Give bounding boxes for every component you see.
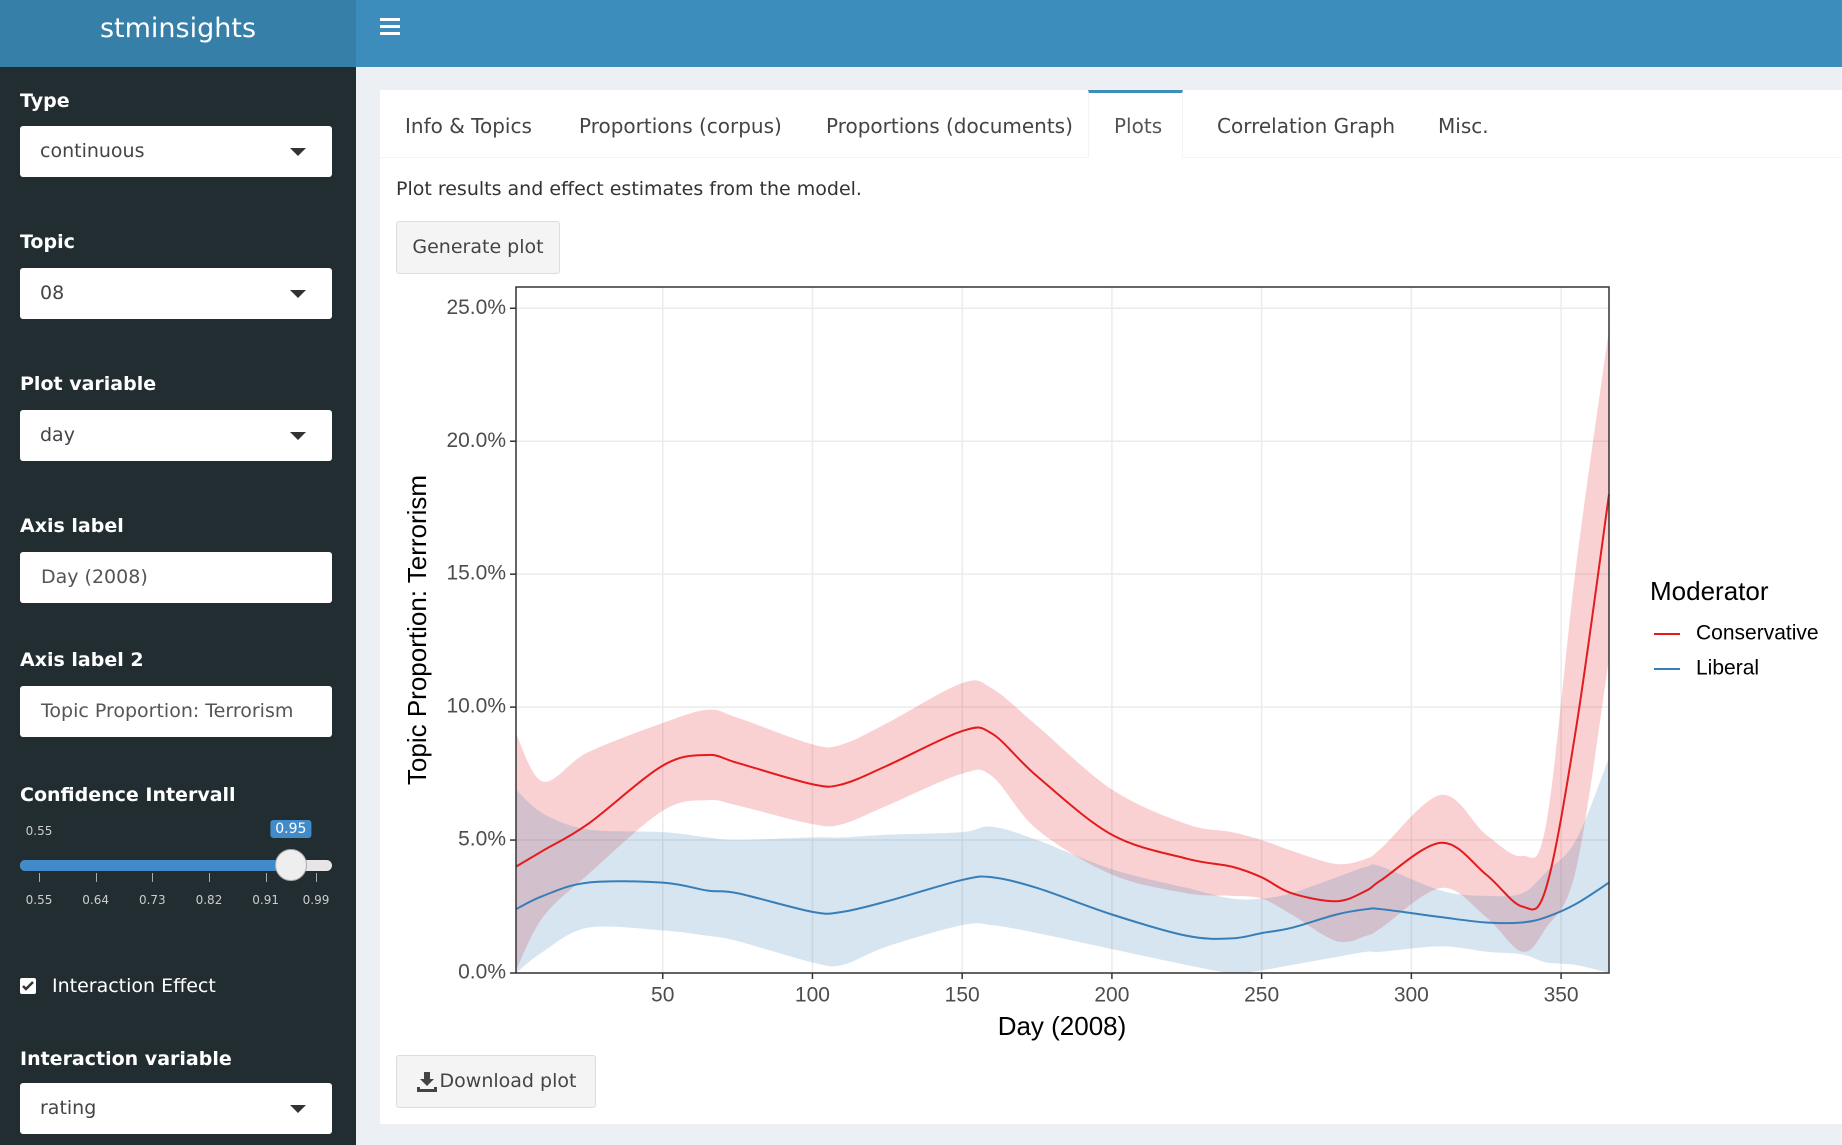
x-tick-label: 150 xyxy=(945,984,980,1007)
text-input[interactable]: Day (2008) xyxy=(20,552,332,603)
x-tick-label: 100 xyxy=(795,984,830,1007)
x-axis-title: Day (2008) xyxy=(998,1011,1127,1041)
select-value: day xyxy=(40,424,75,446)
confidence-band xyxy=(516,329,1609,971)
slider-tick-label: 0.55 xyxy=(25,893,53,907)
slider-tick-label: 0.99 xyxy=(302,893,330,907)
input-value: Topic Proportion: Terrorism xyxy=(41,700,294,722)
slider-tick xyxy=(316,873,317,882)
generate-button[interactable]: Generate plot xyxy=(396,221,560,274)
button-text: Download plot xyxy=(439,1070,577,1092)
sidebar xyxy=(0,67,356,1145)
slider-tick-label: 0.82 xyxy=(195,893,223,907)
x-tick-label: 50 xyxy=(651,984,674,1007)
slider-tick xyxy=(152,873,154,882)
line xyxy=(515,875,1610,940)
field-label: Type xyxy=(20,90,70,112)
slider-bar xyxy=(20,860,291,871)
plot-border xyxy=(515,286,1610,974)
x-tick-label: 200 xyxy=(1094,984,1129,1007)
select[interactable]: 08 xyxy=(20,268,332,319)
menu-toggle[interactable] xyxy=(380,18,400,38)
field-label: Plot variable xyxy=(20,373,157,395)
description: Plot results and effect estimates from t… xyxy=(396,178,862,200)
download-icon xyxy=(417,1072,437,1092)
input-value: Day (2008) xyxy=(41,566,148,588)
legend-label: Liberal xyxy=(1696,657,1759,680)
y-axis-title: Topic Proportion: Terrorism xyxy=(402,475,432,785)
top-bar xyxy=(356,0,1842,67)
check-mark xyxy=(22,981,34,991)
legend-title: Moderator xyxy=(1650,576,1769,606)
tab[interactable]: Misc. xyxy=(1438,114,1489,138)
field-label: Topic xyxy=(20,231,75,253)
active-tab xyxy=(1088,90,1183,158)
checkbox-label[interactable]: Interaction Effect xyxy=(52,975,216,997)
x-tick-label: 350 xyxy=(1544,984,1579,1007)
select[interactable]: day xyxy=(20,410,332,461)
field-label: Axis label xyxy=(20,515,124,537)
tab[interactable]: Correlation Graph xyxy=(1217,114,1395,138)
tab[interactable]: Info & Topics xyxy=(405,114,532,138)
slider-label: Confidence Intervall xyxy=(20,784,236,806)
select-value: continuous xyxy=(40,140,145,162)
x-tick-label: 300 xyxy=(1394,984,1429,1007)
line xyxy=(515,494,1610,911)
select[interactable]: rating xyxy=(20,1083,332,1134)
tab[interactable]: Proportions (documents) xyxy=(826,114,1073,138)
field-label: Axis label 2 xyxy=(20,649,144,671)
slider-tick xyxy=(208,873,210,882)
legend-label: Conservative xyxy=(1696,622,1819,645)
y-tick-label: 20.0% xyxy=(446,429,506,452)
tab[interactable]: Proportions (corpus) xyxy=(579,114,782,138)
y-tick-label: 25.0% xyxy=(446,296,506,319)
checkbox[interactable] xyxy=(20,978,36,994)
brand[interactable]: stminsights xyxy=(0,0,356,67)
y-tick-label: 0.0% xyxy=(458,961,506,984)
download-button[interactable]: Download plot xyxy=(396,1055,596,1108)
slider-tick xyxy=(95,873,97,882)
field-label: Interaction variable xyxy=(20,1048,232,1070)
select[interactable]: continuous xyxy=(20,126,332,177)
text-input[interactable]: Topic Proportion: Terrorism xyxy=(20,686,332,737)
tab[interactable]: Plots xyxy=(1114,114,1163,138)
y-tick-label: 10.0% xyxy=(446,695,506,718)
plot-background xyxy=(516,287,1609,973)
slider-tick-label: 0.91 xyxy=(252,893,279,907)
slider-tick-label: 0.73 xyxy=(138,893,166,907)
slider-tick-label: 0.64 xyxy=(82,893,110,907)
slider[interactable]: 0.55 0.95 0.55 0.64 0.73 0.82 0.91 0.99 xyxy=(0,815,356,915)
slider-tick xyxy=(39,873,40,882)
slider-handle[interactable] xyxy=(274,849,307,881)
check xyxy=(22,981,34,991)
y-tick-label: 5.0% xyxy=(458,828,506,851)
y-tick-label: 15.0% xyxy=(446,562,506,585)
select-value: rating xyxy=(40,1097,97,1119)
x-tick-label: 250 xyxy=(1244,984,1279,1007)
slider-min-label: 0.55 xyxy=(25,824,53,838)
slider-value-label: 0.95 xyxy=(270,820,312,838)
slider-tick xyxy=(265,873,267,882)
select-value: 08 xyxy=(40,282,65,304)
confidence-band xyxy=(516,757,1609,974)
chart: Topic Proportion: Terrorism Day (2008) 0… xyxy=(402,286,1819,1041)
